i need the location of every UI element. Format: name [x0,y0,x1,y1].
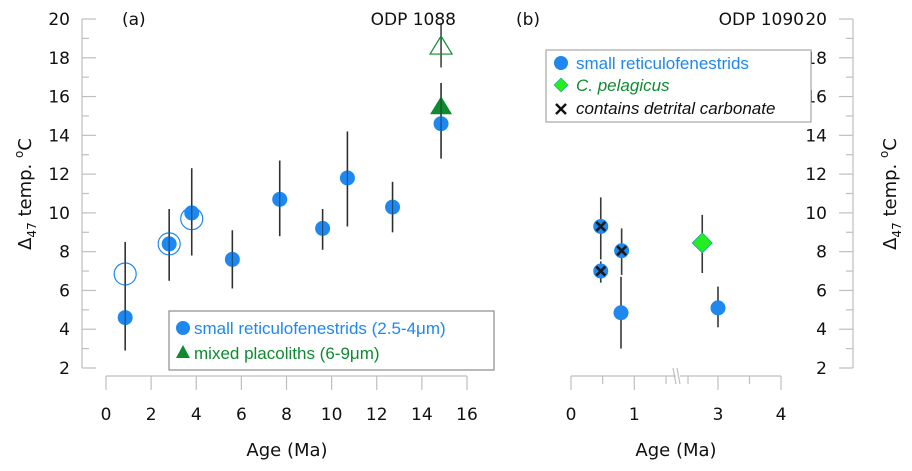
x-tick-label: 4 [776,405,787,425]
y-tick-label: 20 [48,10,70,30]
y-tick-label: 14 [48,126,70,146]
legend-box [545,49,812,123]
x-tick-label: 12 [366,405,388,425]
y-tick-label: 18 [48,49,70,69]
y-tick-label: 2 [59,359,70,379]
legend-label: mixed placoliths (6-9μm) [194,344,380,363]
panel-a-axes: 2 4 6 8 10 12 14 16 18 20 0 2 4 6 8 10 12 14 16 [48,10,477,425]
panel-b-xlabel: Age (Ma) [635,440,716,461]
detrital-x-marker [595,265,607,277]
y-tick-label: 2 [816,359,827,379]
y-tick-label: 8 [816,243,827,263]
x-tick-label: 8 [281,405,292,425]
axis-break-mark [676,367,681,385]
legend-label: small reticulofenestrids (2.5-4μm) [194,319,446,338]
ylabel-delta: Δ [15,237,36,250]
data-point-diamond [691,232,713,254]
ylabel-text: temp. [15,158,36,222]
y-tick-label: 10 [48,204,70,224]
y-tick-label: 6 [59,281,70,301]
legend-triangle-marker [176,345,190,358]
legend-diamond-marker [553,77,569,93]
y-tick-label: 8 [59,243,70,263]
panel-a-title: ODP 1088 [371,10,456,30]
y-tick-label: 4 [816,320,827,340]
panel-b-ylabel: Δ47 temp. oC [877,138,904,250]
panel-b-title: ODP 1090 [719,10,804,30]
legend-label: contains detrital carbonate [576,99,775,118]
ylabel-unit: C [15,138,36,151]
axis-break-mark [672,367,677,385]
ylabel-delta: Δ [880,237,901,250]
legend-circle-marker [176,321,190,335]
ylabel-subscript: 47 [890,222,904,237]
panel-a-ylabel: Δ47 temp. oC [12,138,39,250]
y-tick-label: 12 [48,165,70,185]
panel-b-label: (b) [516,10,540,30]
panel-a-xlabel: Age (Ma) [246,440,327,461]
detrital-x-marker [616,245,628,257]
x-tick-label: 0 [566,405,577,425]
y-tick-label: 14 [805,126,827,146]
x-tick-label: 2 [146,405,157,425]
data-point-circle [710,300,726,316]
x-tick-label: 16 [456,405,478,425]
svg-text:Δ47 temp. oC: Δ47 temp. oC [12,138,39,250]
ylabel-degree: o [12,151,26,158]
y-tick-label: 4 [59,320,70,340]
panel-a-label: (a) [122,10,146,30]
ylabel-degree: o [877,151,891,158]
x-tick-label: 10 [321,405,343,425]
legend-label: small reticulofenestrids [576,54,749,73]
data-point-open-triangle [428,34,454,55]
legend-x-marker [555,103,567,115]
ylabel-text: temp. [880,158,901,222]
x-tick-label: 0 [101,405,112,425]
y-tick-label: 12 [805,165,827,185]
y-tick-label: 10 [805,204,827,224]
y-tick-label: 20 [805,10,827,30]
legend-circle-marker [554,56,568,70]
legend-box [168,310,495,371]
x-tick-label: 14 [411,405,433,425]
x-tick-label: 6 [236,405,247,425]
x-tick-label: 4 [191,405,202,425]
panel-a-marks [113,22,454,351]
x-tick-label: 1 [629,405,640,425]
panel-a-legend: small reticulofenestrids (2.5-4μm) mixed… [168,310,495,371]
ylabel-subscript: 47 [25,222,39,237]
x-tick-label: 3 [713,405,724,425]
svg-text:Δ47 temp. oC: Δ47 temp. oC [877,138,904,250]
data-point-circle [613,305,629,321]
y-tick-label: 6 [816,281,827,301]
panel-b-legend: small reticulofenestrids C. pelagicus co… [545,49,812,123]
ylabel-unit: C [880,138,901,151]
y-tick-label: 16 [48,88,70,108]
panel-b-marks [593,197,726,349]
detrital-x-marker [595,221,607,232]
legend-label: C. pelagicus [576,76,670,95]
